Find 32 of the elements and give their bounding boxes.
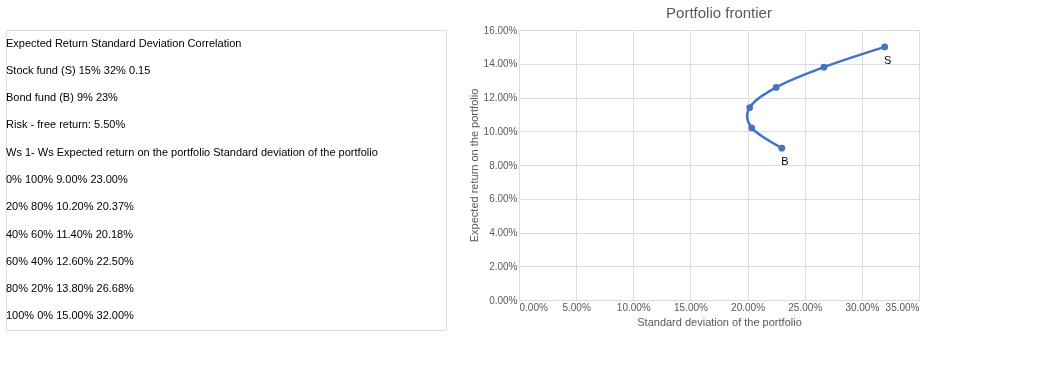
y-tick-label: 2.00% [489, 260, 518, 272]
annotation: B [781, 155, 789, 168]
y-tick-label: 12.00% [483, 92, 518, 103]
text: 100% 0% 15.00% 32.00% [6, 309, 135, 322]
text: 60% 40% 12.60% 22.50% [6, 254, 135, 267]
x-tick-label: 15.00% [673, 301, 708, 313]
x-axis-title: Standard deviation of the portfolio [637, 315, 802, 328]
x-tick-label: 25.00% [788, 301, 823, 313]
text: Expected Return Standard Deviation Correlation [6, 36, 242, 49]
text: Risk - free return: 5.50% [6, 118, 126, 131]
chart-title: Portfolio frontier [666, 4, 772, 21]
y-tick-label: 4.00% [489, 227, 518, 238]
text: 40% 60% 11.40% 20.18% [6, 227, 134, 240]
text: 20% 80% 10.20% 20.37% [6, 200, 135, 213]
x-tick-label: 20.00% [731, 301, 766, 313]
y-tick-label: 10.00% [483, 125, 518, 137]
text: Bond fund (B) 9% 23% [6, 91, 119, 104]
x-tick-label: 5.00% [562, 301, 591, 313]
y-tick-label: 6.00% [489, 193, 518, 205]
text: Ws 1- Ws Expected return on the portfolio Standard deviation of the portfolio [6, 145, 378, 158]
text: 80% 20% 13.80% 26.68% [6, 282, 135, 295]
y-tick-label: 14.00% [483, 58, 518, 70]
x-tick-label: 0.00% [519, 301, 548, 313]
y-axis-title: Expected return on the portfolio [467, 88, 480, 243]
x-tick-label: 10.00% [616, 301, 651, 313]
text: 0% 100% 9.00% 23.00% [6, 173, 128, 185]
x-tick-label: 30.00% [845, 301, 880, 313]
text: Stock fund (S) 15% 32% 0.15 [6, 63, 151, 76]
y-tick-label: 8.00% [489, 159, 518, 171]
y-tick-label: 16.00% [483, 24, 518, 36]
x-tick-label: 35.00% [885, 301, 920, 313]
annotation: S [884, 53, 892, 66]
